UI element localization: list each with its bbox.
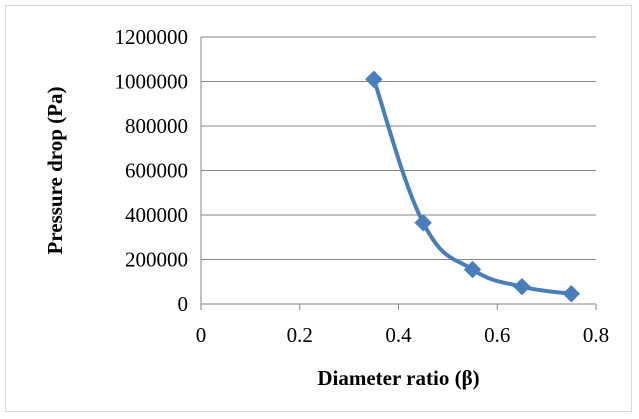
y-tick-label-2: 400000: [125, 203, 188, 227]
data-point-0: [365, 70, 383, 88]
x-tick-label-1: 0.2: [287, 323, 313, 347]
y-tick-label-0: 0: [178, 292, 189, 316]
data-point-3: [513, 277, 531, 296]
x-tick-label-2: 0.4: [385, 323, 412, 347]
y-tick-label-3: 600000: [125, 159, 188, 183]
gridlines: [201, 36, 596, 260]
x-tick-labels: 0 0.2 0.4 0.6 0.8: [196, 323, 609, 347]
x-tick-label-3: 0.6: [484, 323, 510, 347]
data-point-2: [463, 260, 482, 279]
chart-frame: [5, 5, 632, 412]
series-layer: [365, 70, 581, 303]
y-tick-label-1: 200000: [125, 248, 188, 272]
y-tick-label-5: 1000000: [115, 70, 189, 94]
y-tick-label-4: 800000: [125, 114, 188, 138]
data-point-4: [562, 285, 581, 303]
y-axis-title: Pressure drop (Pa): [43, 87, 67, 255]
y-tick-labels: 0 200000 400000 600000 800000 1000000 1200000: [115, 25, 189, 316]
data-point-1: [414, 214, 432, 232]
y-tick-label-6: 1200000: [115, 25, 189, 49]
series-line-0: [371, 78, 572, 296]
axes: [200, 37, 597, 310]
x-tick-label-0: 0: [196, 323, 207, 347]
x-tick-label-4: 0.8: [583, 323, 609, 347]
x-axis-title: Diameter ratio (β): [317, 366, 479, 390]
